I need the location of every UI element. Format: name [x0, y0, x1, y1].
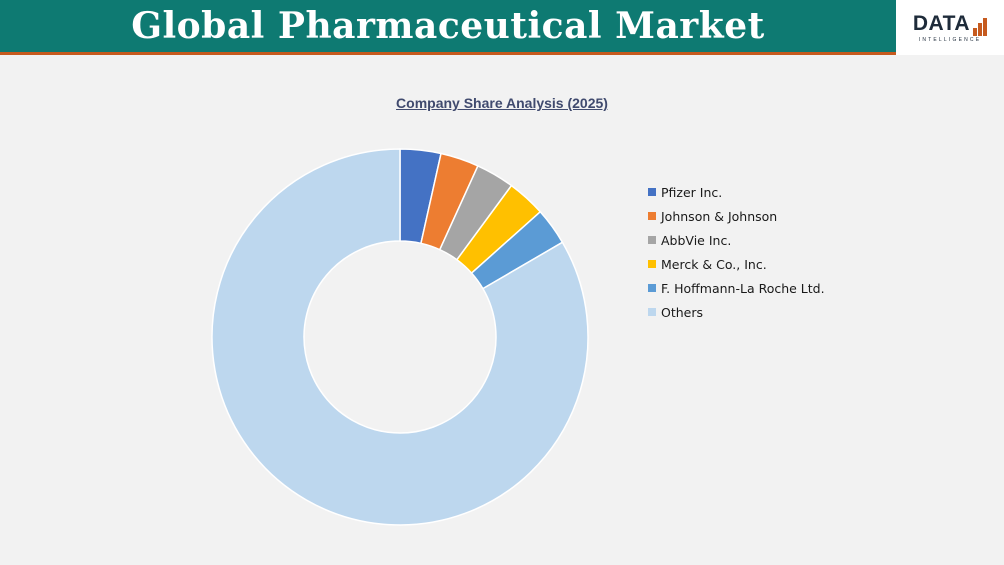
legend-swatch [648, 284, 656, 292]
legend-label: Merck & Co., Inc. [661, 256, 767, 272]
logo-wordmark: DATA [912, 12, 988, 36]
donut-slice-5 [211, 148, 589, 526]
chart-title: Company Share Analysis (2025) [396, 95, 608, 111]
logo-subtext: INTELLIGENCE [918, 37, 982, 43]
legend-swatch [648, 236, 656, 244]
donut-slices [211, 148, 589, 526]
logo-bars-icon [972, 16, 988, 36]
legend-label: AbbVie Inc. [661, 232, 732, 248]
legend-item: AbbVie Inc. [648, 228, 825, 252]
header-banner: Global Pharmaceutical Market [0, 0, 896, 55]
legend-item: Pfizer Inc. [648, 180, 825, 204]
legend-label: Johnson & Johnson [661, 208, 778, 224]
legend-item: Johnson & Johnson [648, 204, 825, 228]
legend-swatch [648, 308, 656, 316]
page-title: Global Pharmaceutical Market [131, 5, 765, 47]
brand-logo: DATA INTELLIGENCE [896, 0, 1004, 55]
legend-swatch [648, 260, 656, 268]
legend-item: Others [648, 300, 825, 324]
legend-label: F. Hoffmann-La Roche Ltd. [661, 280, 825, 296]
logo-text: DATA [912, 12, 971, 35]
chart-legend: Pfizer Inc. Johnson & Johnson AbbVie Inc. M… [648, 180, 825, 324]
legend-item: F. Hoffmann-La Roche Ltd. [648, 276, 825, 300]
legend-swatch [648, 188, 656, 196]
legend-label: Others [661, 304, 704, 320]
legend-item: Merck & Co., Inc. [648, 252, 825, 276]
legend-swatch [648, 212, 656, 220]
legend-label: Pfizer Inc. [661, 184, 723, 200]
